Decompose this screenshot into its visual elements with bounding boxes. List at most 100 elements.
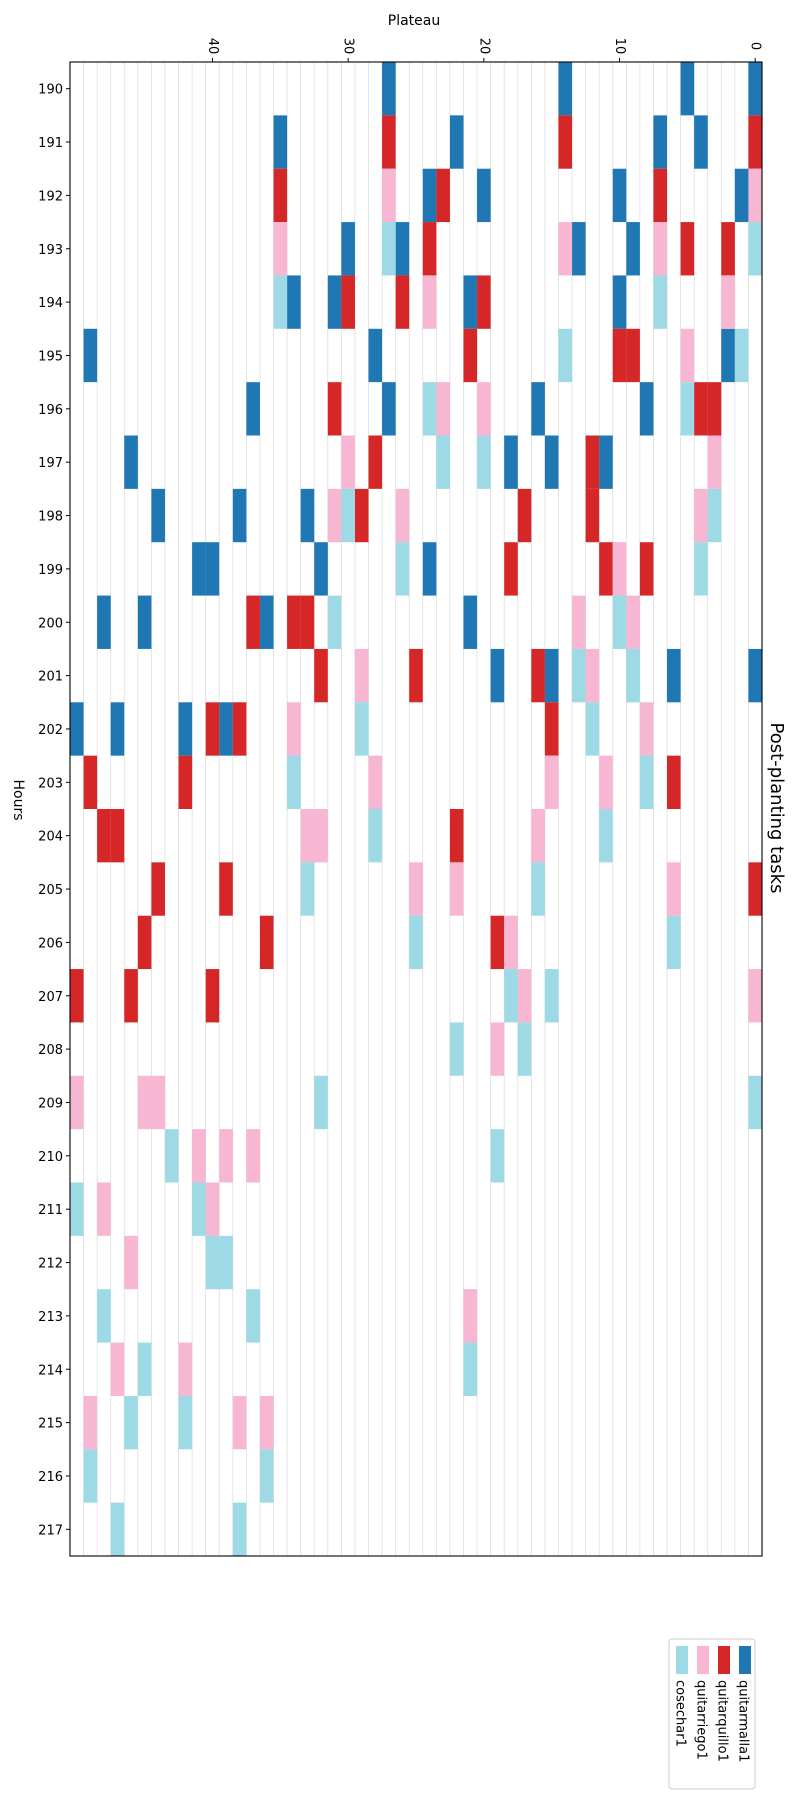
task-cell-quitarquillo1 — [137, 915, 152, 970]
task-cell-quitarquillo1 — [531, 648, 545, 703]
y-tick-label: 193 — [38, 243, 63, 258]
y-tick-label: 203 — [38, 776, 63, 791]
task-cell-cosechar1 — [314, 1075, 328, 1130]
task-cell-cosechar1 — [734, 328, 749, 383]
task-cell-cosechar1 — [246, 1289, 260, 1343]
task-cell-quitarmalla1 — [422, 168, 437, 223]
task-cell-quitarquillo1 — [517, 488, 532, 543]
legend-label: quitarriego1 — [694, 1680, 709, 1760]
legend: quitarmalla1 quitarquillo1 quitarriego1 cos… — [668, 1638, 756, 1790]
task-cell-cosechar1 — [409, 915, 423, 970]
task-cell-quitarmalla1 — [368, 328, 383, 383]
y-tick-label: 204 — [38, 830, 63, 845]
y-tick-label: 190 — [38, 83, 63, 98]
y-tick-label: 196 — [38, 403, 63, 418]
task-cell-quitarquillo1 — [110, 809, 125, 863]
task-cell-quitarmalla1 — [653, 115, 668, 169]
task-cell-quitarquillo1 — [327, 382, 342, 436]
task-cell-quitarmalla1 — [639, 382, 654, 436]
task-cell-quitarriego1 — [341, 435, 355, 489]
y-tick-label: 217 — [38, 1523, 63, 1538]
plot-frame — [69, 61, 763, 1557]
task-cell-quitarriego1 — [151, 1075, 165, 1130]
task-cell-cosechar1 — [680, 382, 695, 436]
task-cell-quitarriego1 — [477, 382, 491, 436]
task-cell-quitarriego1 — [70, 1075, 84, 1130]
y-tick-label: 207 — [38, 990, 63, 1005]
task-cell-quitarmalla1 — [680, 62, 695, 116]
task-cell-quitarmalla1 — [110, 702, 125, 756]
task-cell-quitarmalla1 — [273, 115, 288, 169]
task-cell-cosechar1 — [707, 488, 722, 543]
task-cell-quitarriego1 — [300, 809, 315, 863]
task-cell-quitarriego1 — [572, 595, 586, 649]
task-cell-quitarmalla1 — [463, 595, 478, 649]
task-cell-cosechar1 — [626, 648, 640, 703]
task-cell-cosechar1 — [341, 488, 355, 543]
task-cell-cosechar1 — [354, 702, 369, 756]
task-cell-cosechar1 — [449, 1022, 464, 1076]
task-cell-cosechar1 — [382, 222, 396, 276]
y-axis-ticks: 190 191 192 193 194 195 196 197 198 199 200 201 202 2… — [38, 83, 70, 1538]
task-cell-quitarquillo1 — [422, 222, 437, 276]
task-cell-quitarquillo1 — [219, 862, 233, 916]
task-cell-quitarquillo1 — [748, 862, 762, 916]
y-tick-label: 211 — [38, 1203, 63, 1218]
task-cell-quitarquillo1 — [639, 542, 654, 596]
task-cell-quitarriego1 — [639, 702, 654, 756]
task-cell-cosechar1 — [70, 1182, 84, 1236]
x-tick-label: 40 — [205, 38, 220, 55]
y-tick-label: 197 — [38, 456, 63, 471]
task-cell-quitarquillo1 — [178, 755, 193, 809]
task-cell-quitarriego1 — [436, 382, 450, 436]
task-cell-cosechar1 — [694, 542, 708, 596]
y-tick-label: 216 — [38, 1470, 63, 1485]
y-tick-label: 200 — [38, 616, 63, 631]
task-cell-quitarriego1 — [97, 1182, 111, 1236]
task-cell-cosechar1 — [748, 222, 762, 276]
task-cell-cosechar1 — [395, 542, 410, 596]
task-cell-quitarmalla1 — [395, 222, 410, 276]
task-cell-quitarquillo1 — [354, 488, 369, 543]
task-cell-quitarquillo1 — [368, 435, 383, 489]
task-cell-quitarriego1 — [585, 648, 600, 703]
task-cell-quitarriego1 — [748, 969, 762, 1023]
task-cell-quitarquillo1 — [246, 595, 260, 649]
task-cell-cosechar1 — [192, 1182, 206, 1236]
task-cell-cosechar1 — [124, 1395, 138, 1450]
task-cell-quitarmalla1 — [449, 115, 464, 169]
task-cell-quitarmalla1 — [490, 648, 505, 703]
task-cell-quitarquillo1 — [205, 702, 220, 756]
y-tick-label: 192 — [38, 189, 63, 204]
task-cell-quitarmalla1 — [246, 382, 260, 436]
task-cell-quitarquillo1 — [259, 915, 274, 970]
task-cell-quitarriego1 — [463, 1289, 478, 1343]
task-cell-quitarriego1 — [517, 969, 532, 1023]
task-cell-quitarquillo1 — [205, 969, 220, 1023]
y-tick-label: 198 — [38, 510, 63, 525]
task-cell-quitarquillo1 — [314, 648, 328, 703]
task-cell-cosechar1 — [300, 862, 315, 916]
task-cell-quitarmalla1 — [151, 488, 165, 543]
task-cell-cosechar1 — [178, 1395, 193, 1450]
task-cell-quitarriego1 — [259, 1395, 274, 1450]
task-cell-cosechar1 — [544, 969, 559, 1023]
task-cell-quitarmalla1 — [572, 222, 586, 276]
task-cell-quitarmalla1 — [463, 275, 478, 329]
task-cell-quitarquillo1 — [544, 702, 559, 756]
task-cell-quitarriego1 — [490, 1022, 505, 1076]
chart-title: Post-planting tasks — [766, 723, 787, 894]
task-cell-quitarmalla1 — [694, 115, 708, 169]
task-cell-quitarriego1 — [137, 1075, 152, 1130]
task-cell-cosechar1 — [436, 435, 450, 489]
task-cell-quitarmalla1 — [382, 382, 396, 436]
x-tick-label: 20 — [476, 38, 491, 55]
task-cell-quitarmalla1 — [721, 328, 735, 383]
task-cell-quitarriego1 — [382, 168, 396, 223]
y-tick-label: 209 — [38, 1096, 63, 1111]
task-cell-quitarmalla1 — [734, 168, 749, 223]
task-cell-quitarriego1 — [232, 1395, 247, 1450]
task-cell-quitarquillo1 — [653, 168, 668, 223]
task-cell-cosechar1 — [110, 1502, 125, 1556]
task-cell-quitarmalla1 — [477, 168, 491, 223]
